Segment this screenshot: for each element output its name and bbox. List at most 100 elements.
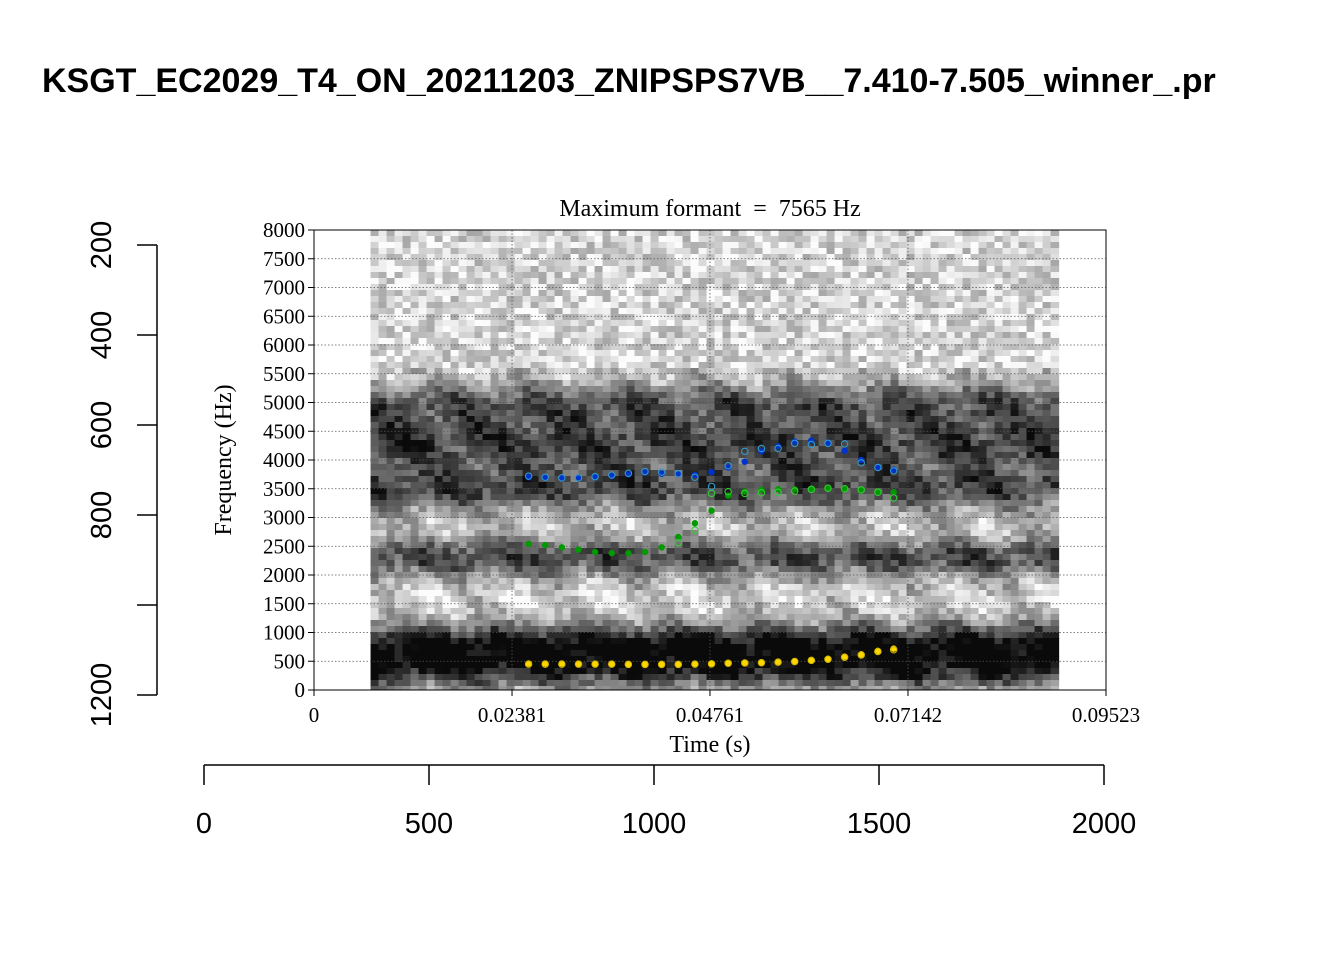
formant-point <box>807 656 816 665</box>
formant-point <box>757 489 766 497</box>
formant-point <box>707 482 716 491</box>
y-tick-label: 1000 <box>263 621 305 645</box>
formant-point <box>708 468 715 476</box>
formant-point <box>574 660 583 668</box>
y-tick-label: 4000 <box>263 448 305 472</box>
formant-point <box>840 653 849 661</box>
formant-point <box>757 444 766 453</box>
outer-y-tick-label: 600 <box>86 401 118 449</box>
formant-point <box>641 467 649 476</box>
formant-point <box>524 660 533 668</box>
x-tick-label: 0.09523 <box>1072 703 1140 727</box>
formant-point <box>657 660 666 669</box>
outer-x-tick-label: 1000 <box>622 808 687 840</box>
formant-point <box>608 549 615 557</box>
formant-point <box>857 486 865 494</box>
formant-point <box>889 494 898 502</box>
formant-series-5 <box>524 439 898 491</box>
y-axis-label: Frequency (Hz) <box>211 384 237 535</box>
x-tick-label: 0 <box>309 703 320 727</box>
y-tick-label: 2500 <box>263 534 305 558</box>
frequency-axis: 0 500 1000 1500 2000 2500 3000 3500 4000 4500 5000… <box>263 218 314 702</box>
formant-point <box>790 439 799 448</box>
outer-x-axis: 0 500 1000 1500 2000 <box>196 764 1137 840</box>
formant-points <box>524 437 898 669</box>
x-tick-label: 0.02381 <box>478 703 546 727</box>
formant-point <box>658 544 665 551</box>
formant-point <box>790 487 799 495</box>
formant-point <box>757 658 766 667</box>
spectrogram <box>370 230 1060 690</box>
formant-point <box>741 659 749 667</box>
formant-point <box>674 660 683 669</box>
y-tick-label: 4500 <box>263 419 305 443</box>
formant-point <box>857 459 865 467</box>
y-tick-label: 6500 <box>263 304 305 328</box>
formant-point <box>874 463 882 472</box>
outer-y-tick-label: 200 <box>86 221 118 269</box>
formant-point <box>774 442 782 450</box>
formant-point <box>841 447 848 455</box>
y-tick-label: 6000 <box>263 333 305 357</box>
formant-point <box>840 484 849 493</box>
y-tick-label: 500 <box>274 649 306 673</box>
y-tick-label: 2000 <box>263 563 305 587</box>
formant-point <box>840 440 849 448</box>
formant-point <box>591 548 599 556</box>
formant-point <box>641 660 649 669</box>
formant-point <box>674 470 683 478</box>
formant-point <box>541 541 549 549</box>
formant-point <box>574 474 583 482</box>
y-tick-label: 7000 <box>263 276 305 300</box>
formant-point <box>691 473 699 481</box>
formant-point <box>724 461 732 470</box>
formant-point <box>741 458 749 465</box>
formant-point <box>824 439 832 448</box>
formant-point <box>541 660 549 668</box>
formant-point <box>524 472 533 480</box>
y-tick-label: 3500 <box>263 477 305 501</box>
figure-title: KSGT_EC2029_T4_ON_20211203_ZNIPSPS7VB__7… <box>42 62 1216 100</box>
formant-point <box>824 655 832 663</box>
formant-point <box>607 471 616 479</box>
outer-x-tick-label: 1500 <box>847 808 912 840</box>
formant-point <box>874 488 882 496</box>
formant-point <box>708 507 715 514</box>
formant-point <box>558 544 566 551</box>
formant-point <box>607 660 616 668</box>
y-tick-label: 3000 <box>263 506 305 530</box>
formant-point <box>525 540 532 548</box>
formant-point <box>691 471 699 479</box>
formant-series-3 <box>674 484 898 547</box>
formant-point <box>889 467 898 475</box>
formant-point <box>674 539 683 547</box>
formant-point <box>790 657 799 666</box>
formant-point <box>691 660 699 668</box>
outer-y-tick-label: 800 <box>86 491 118 539</box>
formant-point <box>541 473 549 481</box>
formant-point <box>558 660 566 668</box>
formant-point <box>691 520 699 527</box>
formant-point <box>824 484 832 492</box>
formant-point <box>591 660 599 668</box>
formant-point <box>724 487 732 496</box>
outer-x-tick-label: 500 <box>405 808 453 840</box>
time-axis: 0 0.02381 0.04761 0.07142 0.09523 <box>309 690 1140 727</box>
formant-point <box>774 488 782 496</box>
formant-point <box>691 526 699 534</box>
formant-point <box>874 647 882 656</box>
outer-x-tick-label: 2000 <box>1072 808 1137 840</box>
outer-y-tick-label: 400 <box>86 311 118 359</box>
formant-point <box>857 651 865 659</box>
outer-x-tick-label: 0 <box>196 808 212 840</box>
x-tick-label: 0.04761 <box>676 703 744 727</box>
formant-point <box>624 660 633 669</box>
formant-series-1 <box>524 645 898 669</box>
y-tick-label: 0 <box>295 678 306 702</box>
formant-point <box>807 440 816 449</box>
x-axis-label: Time (s) <box>669 732 750 758</box>
formant-point <box>741 447 749 456</box>
formant-point <box>724 659 732 668</box>
formant-point <box>641 548 649 556</box>
outer-y-tick-label: 1200 <box>86 663 118 728</box>
